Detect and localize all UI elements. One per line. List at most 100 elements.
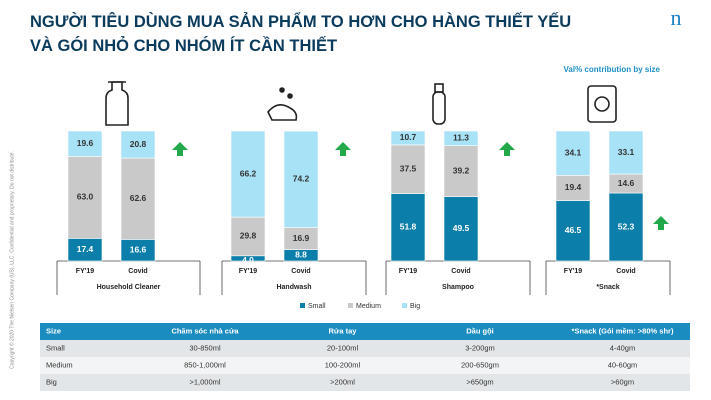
bar-segment xyxy=(67,156,103,239)
bar-segment xyxy=(120,130,156,159)
value-label: 16.6 xyxy=(130,244,147,254)
legend-swatch xyxy=(402,303,407,308)
value-label: 62.6 xyxy=(130,193,147,203)
legend-label: Medium xyxy=(356,303,381,310)
copyright: Copyright © 2020 The Nielsen Company (US… xyxy=(8,151,15,369)
value-label: 8.8 xyxy=(295,250,307,260)
value-label: 66.2 xyxy=(240,168,257,178)
table-cell: 30-850ml xyxy=(189,343,221,352)
bar-segment xyxy=(230,216,266,257)
category-label: FY'19 xyxy=(239,268,258,275)
table-cell: 4-40gm xyxy=(610,343,635,352)
category-label: Covid xyxy=(291,268,310,275)
table-row-bg xyxy=(40,374,690,391)
legend-swatch xyxy=(300,303,305,308)
category-label: Covid xyxy=(128,268,147,275)
table-header-cell: *Snack (Gói mềm: >80% shr) xyxy=(572,326,674,335)
up-arrow xyxy=(172,142,188,156)
icon-shampoo xyxy=(432,91,446,125)
value-label: 10.7 xyxy=(400,132,417,142)
value-label: 19.4 xyxy=(565,182,582,192)
group-label: Household Cleaner xyxy=(97,284,161,291)
arrows xyxy=(172,142,669,230)
table-cell: Small xyxy=(46,343,65,352)
table-cell: 40-60gm xyxy=(608,360,638,369)
table-cell: Big xyxy=(46,377,57,386)
value-label: 4.0 xyxy=(242,255,254,265)
bar-segment xyxy=(555,130,591,176)
table-cell: 3-200gm xyxy=(465,343,495,352)
bar-segment xyxy=(283,130,319,228)
charts: 17.4 63.0 19.6 FY'19 16.6 62.6 20.8 Covid Househ… xyxy=(56,130,671,295)
category-label: Covid xyxy=(616,268,635,275)
up-arrow xyxy=(335,142,351,156)
value-label: 51.8 xyxy=(400,222,417,232)
bar-segment xyxy=(443,196,479,262)
value-label: 74.2 xyxy=(293,174,310,184)
category-label: Covid xyxy=(451,268,470,275)
table-header-bg xyxy=(40,323,690,340)
value-label: 11.3 xyxy=(453,133,469,143)
value-label: 49.5 xyxy=(453,223,470,233)
icon-snack-chip xyxy=(594,96,610,112)
group-label: Handwash xyxy=(276,284,311,291)
legend-label: Big xyxy=(410,303,420,310)
value-label: 16.9 xyxy=(293,233,310,243)
title-line: NGƯỜI TIÊU DÙNG MUA SẢN PHẨM TO HƠN CHO … xyxy=(30,12,571,31)
table: Size Chăm sóc nhà cửa Rửa tay Dầu gội *Snack… xyxy=(40,323,690,391)
table-cell: 200-650gm xyxy=(461,360,499,369)
bar-segment xyxy=(67,130,103,157)
bar-segment xyxy=(443,145,479,197)
up-arrow xyxy=(499,142,515,156)
table-cell: >60gm xyxy=(611,377,634,386)
category-label: FY'19 xyxy=(76,268,95,275)
value-label: 17.4 xyxy=(77,244,94,254)
category-label: FY'19 xyxy=(399,268,418,275)
value-label: 39.2 xyxy=(453,165,470,175)
bar-segment xyxy=(555,175,591,201)
bar-segment xyxy=(390,130,426,146)
table-cell: >1,000ml xyxy=(189,377,220,386)
table-header-cell: Dầu gội xyxy=(466,326,494,335)
value-label: 14.6 xyxy=(618,178,635,188)
legend: Small Medium Big xyxy=(300,303,420,310)
bar-segment xyxy=(443,130,479,146)
icon-shampoo-cap xyxy=(434,83,444,93)
table-cell: >650gm xyxy=(466,377,493,386)
icon-snack xyxy=(587,85,617,123)
icons xyxy=(105,81,617,126)
group-label: Shampoo xyxy=(442,284,474,291)
slide-title: NGƯỜI TIÊU DÙNG MUA SẢN PHẨM TO HƠN CHO … xyxy=(30,12,571,55)
table-cell: 850-1,000ml xyxy=(184,360,226,369)
value-label: 52.3 xyxy=(618,221,635,231)
table-cell: 100-200ml xyxy=(325,360,361,369)
icon-drop xyxy=(287,93,293,99)
value-label: 46.5 xyxy=(565,225,582,235)
value-label: 34.1 xyxy=(565,147,582,157)
logo-box xyxy=(665,8,687,30)
legend-swatch xyxy=(348,303,353,308)
bar-segment xyxy=(390,193,426,262)
value-label: 33.1 xyxy=(618,147,635,157)
table-cell: >200ml xyxy=(330,377,355,386)
table-row-bg xyxy=(40,357,690,374)
bar-segment xyxy=(120,157,156,240)
table-header-cell: Rửa tay xyxy=(329,326,358,335)
icon-bottle xyxy=(105,81,129,126)
table-header-cell: Chăm sóc nhà cửa xyxy=(171,326,239,335)
table-cell: 20-100ml xyxy=(327,343,359,352)
subtitle: Val% contribution by size xyxy=(564,65,661,74)
table-header-cell: Size xyxy=(46,326,61,335)
value-label: 20.8 xyxy=(130,139,147,149)
legend-label: Small xyxy=(308,303,326,310)
bar-segment xyxy=(555,200,591,262)
table-row-bg xyxy=(40,340,690,357)
value-label: 29.8 xyxy=(240,231,257,241)
up-arrow xyxy=(653,216,669,230)
value-label: 37.5 xyxy=(400,164,417,174)
title-line: VÀ GÓI NHỎ CHO NHÓM ÍT CẦN THIẾT xyxy=(30,36,337,55)
logo: n xyxy=(671,5,682,30)
category-label: FY'19 xyxy=(564,268,583,275)
value-label: 19.6 xyxy=(77,138,94,148)
